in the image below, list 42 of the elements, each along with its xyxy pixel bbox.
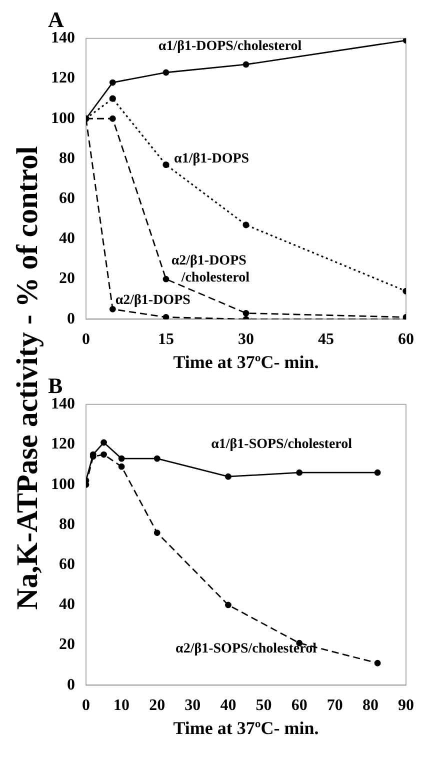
x-tick-label: 30 — [238, 330, 254, 348]
y-tick-label: 60 — [59, 556, 75, 573]
y-tick-label: 120 — [51, 70, 75, 87]
series-label: α2/β1-DOPS — [115, 292, 191, 308]
y-tick-label: 0 — [67, 310, 75, 328]
x-tick-label: 70 — [326, 696, 343, 714]
y-tick-label: 100 — [51, 476, 75, 493]
x-tick-label: 30 — [184, 696, 201, 714]
y-tick-label: 0 — [67, 676, 75, 694]
x-axis-title: Time at 37ºC- min. — [173, 718, 319, 738]
x-tick-label: 45 — [318, 330, 334, 348]
series-label: α1/β1-SOPS/cholesterol — [211, 437, 352, 452]
chart-title: A — [48, 6, 64, 32]
x-tick-label: 10 — [114, 696, 130, 714]
y-tick-label: 20 — [59, 636, 75, 654]
x-tick-label: 80 — [362, 696, 378, 714]
y-tick-label: 120 — [51, 436, 75, 453]
y-tick-label: 20 — [59, 270, 75, 288]
x-tick-label: 90 — [398, 696, 414, 714]
x-tick-label: 50 — [256, 696, 272, 714]
x-tick-label: 40 — [220, 696, 236, 714]
y-axis-title: Na,K-ATPase activity - % of control — [11, 146, 45, 610]
x-tick-label: 20 — [149, 696, 166, 714]
y-tick-label: 60 — [59, 190, 75, 207]
series-label: α1/β1-DOPS — [174, 151, 250, 166]
series-label: α1/β1-DOPS/cholesterol — [158, 39, 302, 54]
y-tick-label: 140 — [51, 30, 75, 47]
x-tick-label: 60 — [291, 696, 308, 714]
y-tick-label: 100 — [51, 110, 75, 127]
series-label: α2/β1-SOPS/cholesterol — [176, 642, 317, 657]
y-tick-label: 140 — [51, 396, 75, 413]
x-tick-label: 15 — [158, 330, 174, 348]
x-tick-label: 60 — [398, 330, 414, 348]
y-tick-label: 80 — [59, 516, 75, 533]
x-axis-title: Time at 37ºC- min. — [173, 352, 319, 372]
x-tick-label: 0 — [82, 330, 90, 348]
x-tick-label: 0 — [82, 696, 90, 714]
y-tick-label: 40 — [59, 230, 75, 248]
chart-title: B — [48, 372, 63, 398]
y-tick-label: 40 — [59, 596, 75, 614]
series-label: α2/β1-DOPS /cholesterol — [171, 254, 250, 286]
y-tick-label: 80 — [59, 150, 75, 167]
